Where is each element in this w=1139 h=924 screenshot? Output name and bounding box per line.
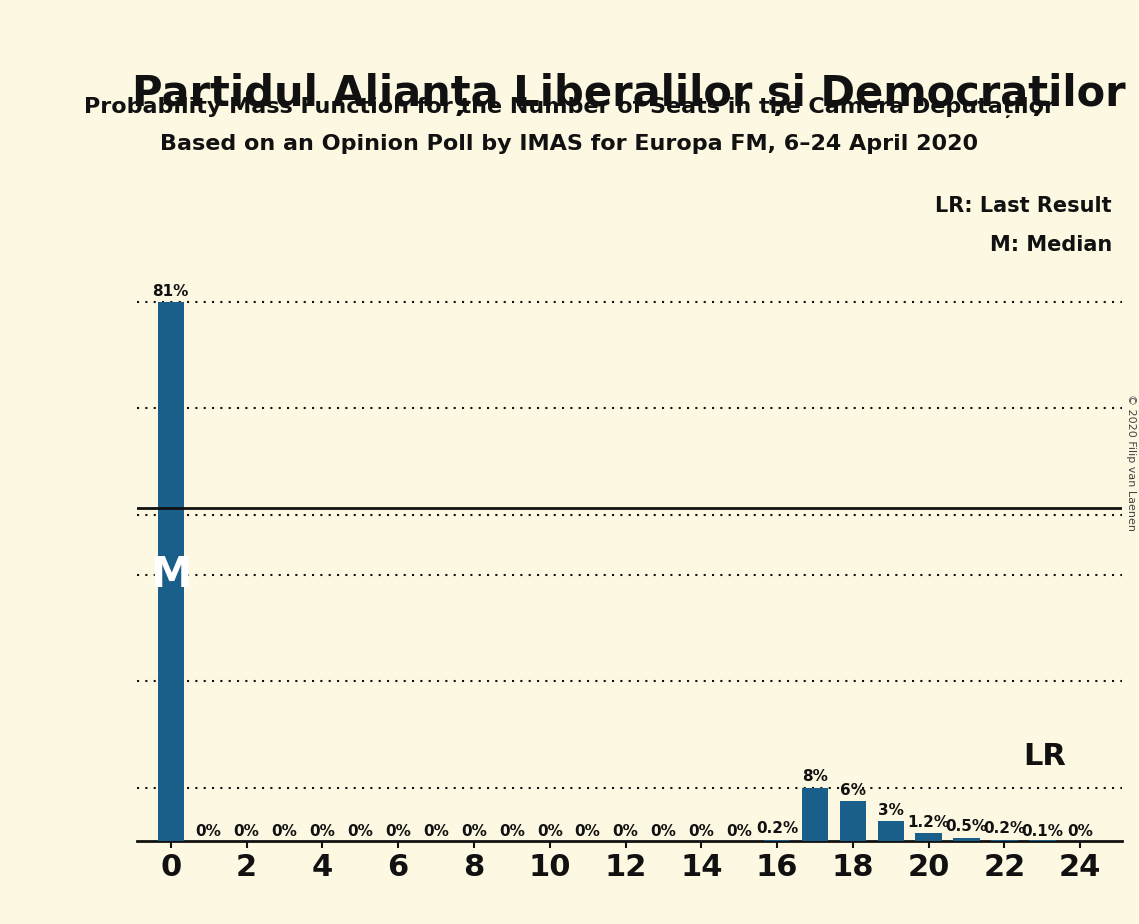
Text: 0%: 0% <box>536 824 563 839</box>
Text: 0.2%: 0.2% <box>756 821 798 836</box>
Title: Partidul Alianța Liberalilor și Democraților: Partidul Alianța Liberalilor și Democraț… <box>132 73 1126 116</box>
Bar <box>916 833 942 841</box>
Text: 0%: 0% <box>650 824 677 839</box>
Text: 0%: 0% <box>1067 824 1093 839</box>
Bar <box>839 801 866 841</box>
Text: 81%: 81% <box>153 284 189 298</box>
Text: 0.2%: 0.2% <box>983 821 1025 836</box>
Text: LR: LR <box>1024 742 1066 771</box>
Text: 8%: 8% <box>802 770 828 784</box>
Bar <box>877 821 904 841</box>
Bar <box>991 840 1018 841</box>
Text: © 2020 Filip van Laenen: © 2020 Filip van Laenen <box>1126 394 1136 530</box>
Text: 0.1%: 0.1% <box>1022 824 1064 839</box>
Text: 0%: 0% <box>688 824 714 839</box>
Text: M: M <box>150 553 191 596</box>
Text: 0%: 0% <box>613 824 639 839</box>
Text: 0%: 0% <box>233 824 260 839</box>
Text: 0%: 0% <box>461 824 486 839</box>
Text: Probability Mass Function for the Number of Seats in the Camera Deputaților: Probability Mass Function for the Number… <box>84 97 1055 118</box>
Text: 1.2%: 1.2% <box>908 815 950 830</box>
Text: LR: Last Result: LR: Last Result <box>935 196 1112 215</box>
Text: 0%: 0% <box>196 824 222 839</box>
Text: 0.5%: 0.5% <box>945 820 988 834</box>
Text: 6%: 6% <box>839 783 866 797</box>
Text: 0%: 0% <box>271 824 297 839</box>
Text: M: Median: M: Median <box>990 236 1112 255</box>
Text: 0%: 0% <box>575 824 600 839</box>
Text: 3%: 3% <box>878 803 903 818</box>
Bar <box>802 787 828 841</box>
Text: 0%: 0% <box>310 824 335 839</box>
Bar <box>953 837 980 841</box>
Text: 0%: 0% <box>727 824 752 839</box>
Text: 0%: 0% <box>423 824 449 839</box>
Bar <box>764 840 790 841</box>
Text: 0%: 0% <box>385 824 411 839</box>
Text: Based on an Opinion Poll by IMAS for Europa FM, 6–24 April 2020: Based on an Opinion Poll by IMAS for Eur… <box>161 134 978 154</box>
Text: 0%: 0% <box>499 824 525 839</box>
Text: 0%: 0% <box>347 824 374 839</box>
Bar <box>157 302 185 841</box>
